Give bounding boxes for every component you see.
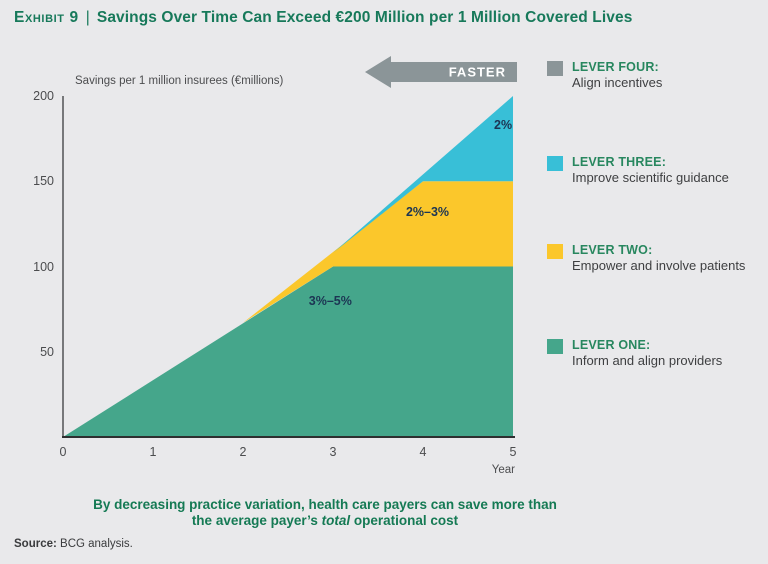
faster-arrow-label: FASTER — [448, 64, 506, 80]
faster-arrow-shape — [365, 56, 517, 88]
title-text: Savings Over Time Can Exceed €200 Millio… — [96, 9, 633, 26]
key-message-line1: By decreasing practice variation, health… — [93, 497, 557, 512]
y-tick-150: 150 — [33, 174, 54, 189]
x-tick-0: 0 — [59, 445, 67, 459]
x-tick-1: 1 — [149, 445, 157, 459]
legend-item-lever-one: LEVER ONE: Inform and align providers — [547, 338, 757, 368]
faster-arrow: FASTER — [365, 55, 517, 89]
source-text: BCG analysis. — [56, 538, 133, 550]
lever-four-swatch — [547, 61, 563, 76]
y-tick-200: 200 — [33, 89, 54, 103]
key-message: By decreasing practice variation, health… — [80, 497, 570, 528]
lever-three-title: LEVER THREE: — [572, 155, 667, 169]
pct-annotation-0: 2% — [494, 117, 513, 132]
key-message-line2: the average payer’s total operational co… — [191, 512, 459, 528]
lever-one-title: LEVER ONE: — [572, 338, 651, 352]
page-title: Exhibit 9 | Savings Over Time Can Exceed €… — [14, 9, 632, 27]
stacked-area-svg — [63, 96, 513, 437]
y-axis-title: Savings per 1 million insurees (€million… — [75, 75, 284, 87]
source-note: Source: BCG analysis. — [14, 538, 133, 550]
y-axis-line — [62, 96, 64, 437]
x-tick-3: 3 — [329, 445, 337, 459]
lever-one-area — [63, 266, 513, 437]
lever-two-area — [243, 181, 513, 323]
y-tick-100: 100 — [33, 259, 54, 274]
legend-item-lever-two: LEVER TWO: Empower and involve patients — [547, 243, 757, 273]
legend-item-lever-three: LEVER THREE: Improve scientific guidance — [547, 155, 757, 185]
exhibit-label: Exhibit 9 — [14, 9, 79, 26]
lever-four-subtitle: Align incentives — [572, 75, 663, 90]
title-separator: | — [85, 9, 90, 26]
plot-area: Year 0 1 2 3 4 5 50 100 150 200 2% 2%–3% 3%–5% — [33, 89, 516, 476]
lever-four-title: LEVER FOUR: — [572, 60, 659, 74]
x-tick-5: 5 — [509, 445, 517, 459]
pct-annotation-2: 3%–5% — [308, 293, 352, 308]
lever-two-title: LEVER TWO: — [572, 243, 653, 257]
lever-one-subtitle: Inform and align providers — [572, 353, 723, 368]
y-tick-50: 50 — [40, 344, 54, 359]
pct-annotation-1: 2%–3% — [405, 204, 450, 219]
legend-item-lever-four: LEVER FOUR: Align incentives — [547, 60, 757, 90]
x-axis-title: Year — [491, 464, 515, 476]
lever-two-subtitle: Empower and involve patients — [572, 258, 746, 273]
lever-two-swatch — [547, 244, 563, 259]
lever-three-subtitle: Improve scientific guidance — [572, 170, 729, 185]
x-tick-4: 4 — [419, 445, 427, 459]
source-label: Source: — [14, 538, 57, 550]
lever-one-swatch — [547, 339, 563, 354]
lever-three-swatch — [547, 156, 563, 171]
x-axis-line — [62, 436, 515, 438]
x-tick-2: 2 — [239, 445, 247, 459]
